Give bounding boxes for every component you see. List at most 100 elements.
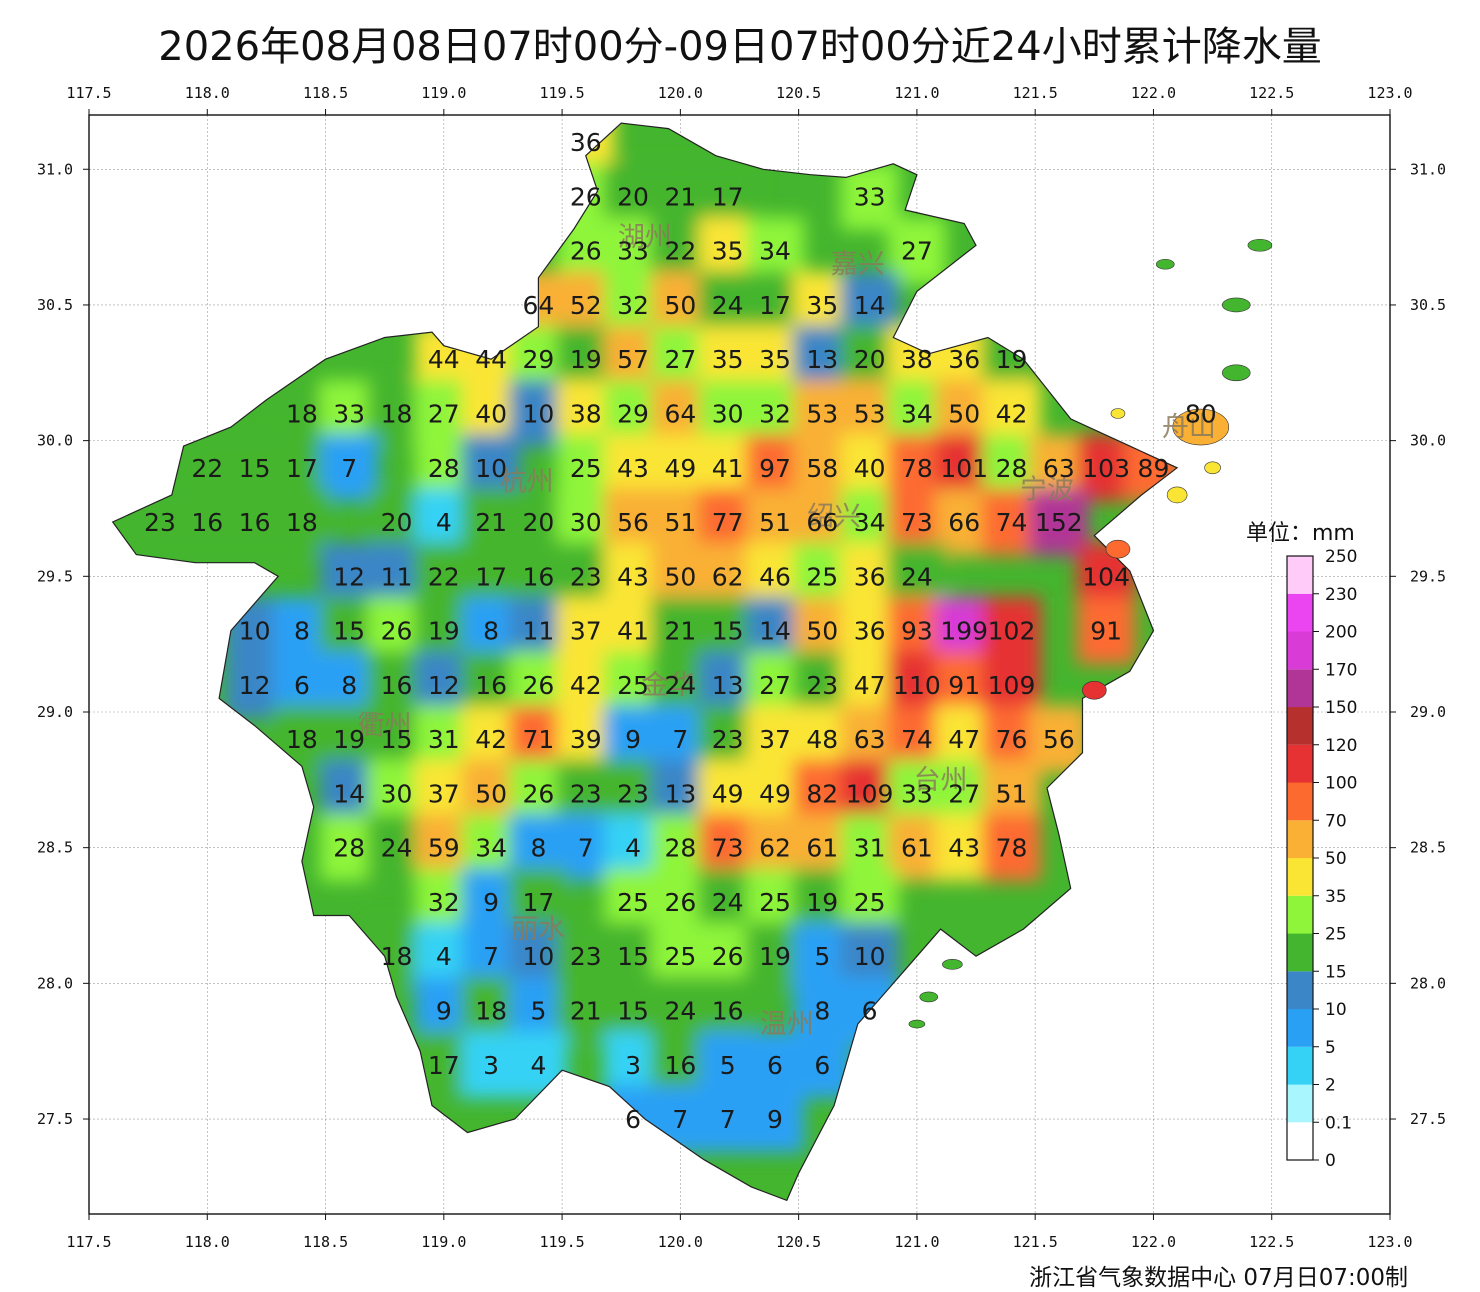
rainfall-value: 19	[806, 888, 838, 917]
rainfall-value: 29	[617, 399, 649, 428]
rainfall-value: 26	[523, 779, 555, 808]
island	[1204, 461, 1221, 475]
rainfall-value: 17	[428, 1051, 460, 1080]
lon-tick-label-top: 122.5	[1249, 84, 1294, 102]
rainfall-value: 9	[483, 888, 499, 917]
rainfall-value: 104	[1082, 562, 1130, 591]
colorbar-swatch	[1287, 744, 1313, 783]
rainfall-value: 21	[664, 617, 696, 646]
rainfall-value: 18	[475, 996, 507, 1025]
colorbar-label: 0.1	[1325, 1113, 1352, 1133]
rainfall-value: 46	[759, 562, 791, 591]
rainfall-value: 89	[1138, 454, 1170, 483]
rainfall-value: 7	[720, 1105, 736, 1134]
rainfall-value: 73	[712, 834, 744, 863]
rainfall-value: 18	[286, 725, 318, 754]
lon-tick-label-bottom: 122.0	[1131, 1233, 1176, 1251]
rainfall-value: 34	[759, 237, 791, 266]
rainfall-value: 78	[901, 454, 933, 483]
rainfall-value: 110	[893, 671, 941, 700]
colorbar-swatch	[1287, 556, 1313, 594]
rainfall-value: 49	[759, 779, 791, 808]
rainfall-value: 22	[664, 237, 696, 266]
lat-tick-label-left: 28.5	[37, 839, 73, 857]
rainfall-value: 24	[664, 996, 696, 1025]
rainfall-value: 22	[428, 562, 460, 591]
rainfall-value: 199	[940, 617, 988, 646]
rainfall-value: 50	[806, 617, 838, 646]
rainfall-value: 21	[664, 182, 696, 211]
lon-tick-label-bottom: 118.0	[185, 1233, 230, 1251]
lat-tick-label-right: 28.0	[1410, 974, 1446, 992]
rainfall-value: 25	[759, 888, 791, 917]
rainfall-value: 76	[996, 725, 1028, 754]
colorbar-swatch	[1287, 1046, 1313, 1085]
rainfall-value: 17	[286, 454, 318, 483]
lat-tick-label-left: 28.0	[37, 974, 73, 992]
rainfall-value: 4	[530, 1051, 546, 1080]
rainfall-value: 10	[523, 399, 555, 428]
rainfall-value: 19	[333, 725, 365, 754]
rainfall-value: 19	[428, 617, 460, 646]
rainfall-value: 10	[239, 617, 271, 646]
rainfall-value: 47	[854, 671, 886, 700]
rainfall-value: 9	[625, 725, 641, 754]
rainfall-value: 23	[570, 942, 602, 971]
lon-tick-label-bottom: 120.5	[776, 1233, 821, 1251]
lat-tick-label-right: 29.5	[1410, 567, 1446, 585]
rainfall-value: 3	[625, 1051, 641, 1080]
rainfall-value: 43	[948, 834, 980, 863]
rainfall-value: 19	[996, 345, 1028, 374]
rainfall-value: 25	[806, 562, 838, 591]
rainfall-value: 37	[570, 617, 602, 646]
rainfall-value: 56	[1043, 725, 1075, 754]
rainfall-value: 49	[664, 454, 696, 483]
rainfall-value: 47	[948, 725, 980, 754]
lon-tick-label-top: 120.5	[776, 84, 821, 102]
city-label: 嘉兴	[831, 249, 885, 280]
rainfall-value: 26	[570, 237, 602, 266]
rainfall-value: 49	[712, 779, 744, 808]
rainfall-value: 23	[570, 779, 602, 808]
colorbar-label: 170	[1325, 660, 1357, 680]
rainfall-value: 66	[948, 508, 980, 537]
rainfall-value: 59	[428, 834, 460, 863]
rainfall-value: 43	[617, 562, 649, 591]
colorbar-label: 50	[1325, 849, 1347, 869]
rainfall-value: 27	[948, 779, 980, 808]
rainfall-value: 64	[664, 399, 696, 428]
colorbar-swatch	[1287, 782, 1313, 821]
rainfall-value: 19	[759, 942, 791, 971]
rainfall-value: 17	[475, 562, 507, 591]
rainfall-value: 20	[523, 508, 555, 537]
lon-tick-label-bottom: 122.5	[1249, 1233, 1294, 1251]
island	[1110, 408, 1126, 419]
lat-tick-label-right: 29.0	[1410, 703, 1446, 721]
colorbar-label: 5	[1325, 1038, 1336, 1058]
colorbar-label: 120	[1325, 736, 1357, 756]
rainfall-value: 30	[381, 779, 413, 808]
lat-tick-label-right: 30.0	[1410, 432, 1446, 450]
city-label: 宁波	[1020, 474, 1074, 505]
colorbar-swatch	[1287, 933, 1313, 972]
rainfall-value: 7	[672, 1105, 688, 1134]
city-label: 衢州	[358, 711, 412, 742]
rainfall-value: 15	[617, 942, 649, 971]
rainfall-value: 13	[806, 345, 838, 374]
rainfall-cell	[982, 814, 1041, 882]
rainfall-value: 50	[664, 562, 696, 591]
rainfall-value: 23	[144, 508, 176, 537]
rainfall-value: 11	[523, 617, 555, 646]
island	[1082, 680, 1107, 700]
rainfall-value: 63	[854, 725, 886, 754]
rainfall-value: 38	[901, 345, 933, 374]
city-label: 台州	[914, 765, 968, 796]
rainfall-value: 32	[617, 291, 649, 320]
rainfall-value: 62	[759, 834, 791, 863]
lon-tick-label-top: 123.0	[1367, 84, 1412, 102]
rainfall-value: 16	[523, 562, 555, 591]
colorbar-swatch	[1287, 669, 1313, 708]
lat-tick-label-right: 31.0	[1410, 160, 1446, 178]
rainfall-value: 23	[617, 779, 649, 808]
rainfall-value: 91	[1090, 617, 1122, 646]
